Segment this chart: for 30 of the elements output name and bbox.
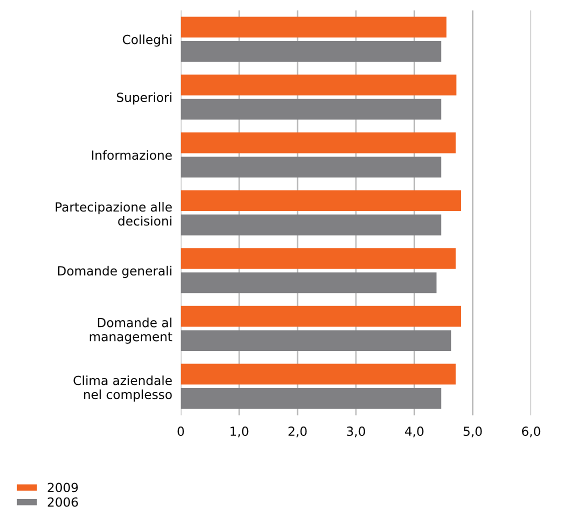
legend-label: 2009 bbox=[48, 482, 78, 492]
bar bbox=[180, 41, 442, 62]
x-tick-label: 1,0 bbox=[230, 426, 248, 438]
bar bbox=[180, 98, 442, 120]
x-tick-label: 3,0 bbox=[346, 426, 366, 438]
y-tick-label: Informazione bbox=[92, 150, 172, 160]
y-tick-label: Partecipazione alle decisioni bbox=[56, 202, 172, 226]
bar bbox=[180, 272, 437, 294]
bar bbox=[180, 248, 456, 269]
y-tick-label: Superiori bbox=[116, 92, 172, 104]
y-tick-label: Colleghi bbox=[122, 34, 172, 47]
bar bbox=[180, 156, 442, 178]
x-tick-label: 6,0 bbox=[522, 426, 540, 438]
bar bbox=[180, 16, 446, 38]
bar bbox=[180, 132, 456, 154]
x-tick-label: 5,0 bbox=[464, 426, 482, 438]
bar bbox=[180, 364, 456, 385]
bar bbox=[180, 190, 462, 212]
bar bbox=[180, 214, 442, 236]
bar bbox=[180, 330, 452, 352]
bar bbox=[180, 388, 442, 409]
bar bbox=[180, 306, 462, 327]
y-tick-label: Domande al management bbox=[90, 318, 172, 344]
y-tick-label: Clima aziendale nel complesso bbox=[74, 375, 172, 402]
x-tick-label: 2,0 bbox=[288, 426, 307, 438]
y-tick-label: Domande generali bbox=[58, 266, 172, 278]
x-tick-label: 0 bbox=[178, 426, 184, 436]
bar bbox=[180, 74, 456, 96]
legend-label: 2006 bbox=[48, 497, 78, 507]
x-tick-label: 4,0 bbox=[405, 426, 424, 438]
